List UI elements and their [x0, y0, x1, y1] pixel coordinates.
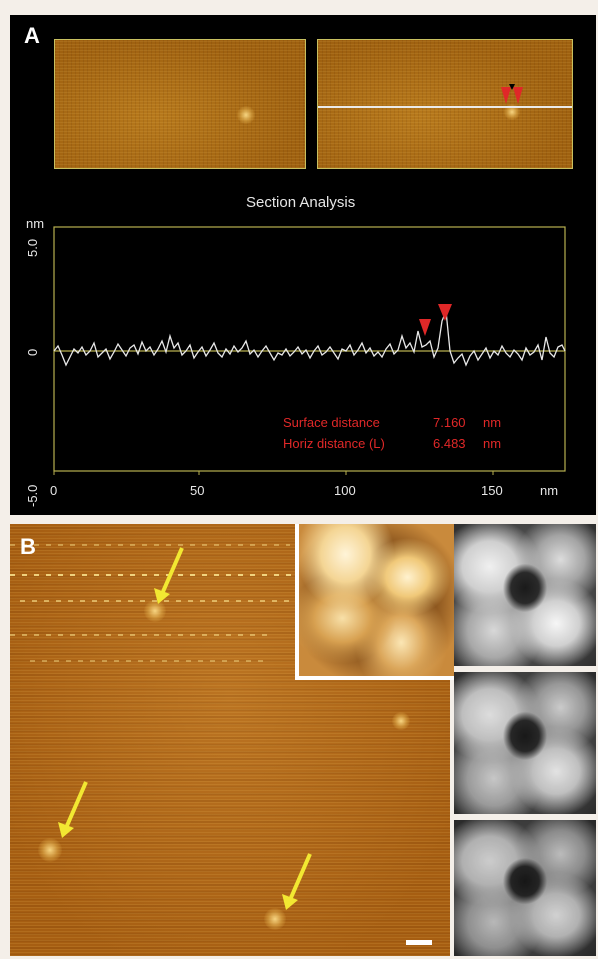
profile-marker-2 — [438, 304, 452, 321]
surface-distance-value: 7.160 — [433, 415, 466, 430]
particle-3 — [264, 908, 286, 930]
panel-a-letter: A — [24, 23, 40, 48]
y-tick-0: 0 — [25, 349, 40, 356]
x-tick-label-50: 50 — [190, 483, 204, 498]
particle — [504, 104, 520, 120]
plot-frame — [53, 226, 566, 472]
arrow-icon-3 — [282, 853, 312, 910]
particle-2 — [38, 838, 62, 862]
section-analysis-title: Section Analysis — [246, 194, 356, 211]
section-markers — [501, 84, 523, 104]
panel-b: B — [10, 524, 596, 956]
afm-image-right — [317, 39, 573, 169]
afm-image-left — [54, 39, 306, 169]
scan-streak — [10, 544, 290, 546]
x-unit-label: nm — [540, 483, 558, 498]
marker-cursor — [509, 84, 515, 90]
section-profile-chart: nm 5.0 0 -5.0 0 50 100 150 nm Surface di… — [25, 216, 566, 507]
surface-distance-label: Surface distance — [283, 415, 380, 430]
surface-distance-unit: nm — [483, 415, 501, 430]
particle-1 — [144, 600, 166, 622]
particle — [237, 106, 255, 124]
section-line — [318, 106, 572, 108]
x-tick-label-0: 0 — [50, 483, 57, 498]
scan-streak — [30, 660, 270, 662]
panel-b-letter: B — [20, 534, 36, 559]
grayscale-tile-2 — [454, 672, 596, 814]
particle-4 — [392, 712, 410, 730]
marker-left — [501, 87, 511, 104]
height-profile-trace — [53, 310, 566, 367]
x-tick-label-100: 100 — [334, 483, 356, 498]
afm-image-large: B — [10, 524, 450, 956]
horiz-distance-unit: nm — [483, 436, 501, 451]
panel-a: A Section Analysis nm 5.0 0 -5.0 0 50 10… — [10, 15, 596, 515]
grayscale-tile-1 — [454, 524, 596, 666]
y-tick-neg5: -5.0 — [25, 485, 40, 507]
scale-bar — [406, 940, 432, 945]
x-tick-label-150: 150 — [481, 483, 503, 498]
horiz-distance-label: Horiz distance (L) — [283, 436, 385, 451]
y-unit-label: nm — [26, 216, 44, 231]
profile-marker-1 — [419, 319, 431, 336]
scan-streak — [10, 574, 310, 576]
arrow-icon-2 — [58, 781, 88, 838]
inset-3d-view — [295, 524, 454, 680]
marker-right — [513, 87, 523, 104]
scan-streak — [10, 634, 270, 636]
arrow-icon-1 — [154, 547, 184, 604]
y-tick-5: 5.0 — [25, 239, 40, 257]
grayscale-tile-3 — [454, 820, 596, 956]
horiz-distance-value: 6.483 — [433, 436, 466, 451]
